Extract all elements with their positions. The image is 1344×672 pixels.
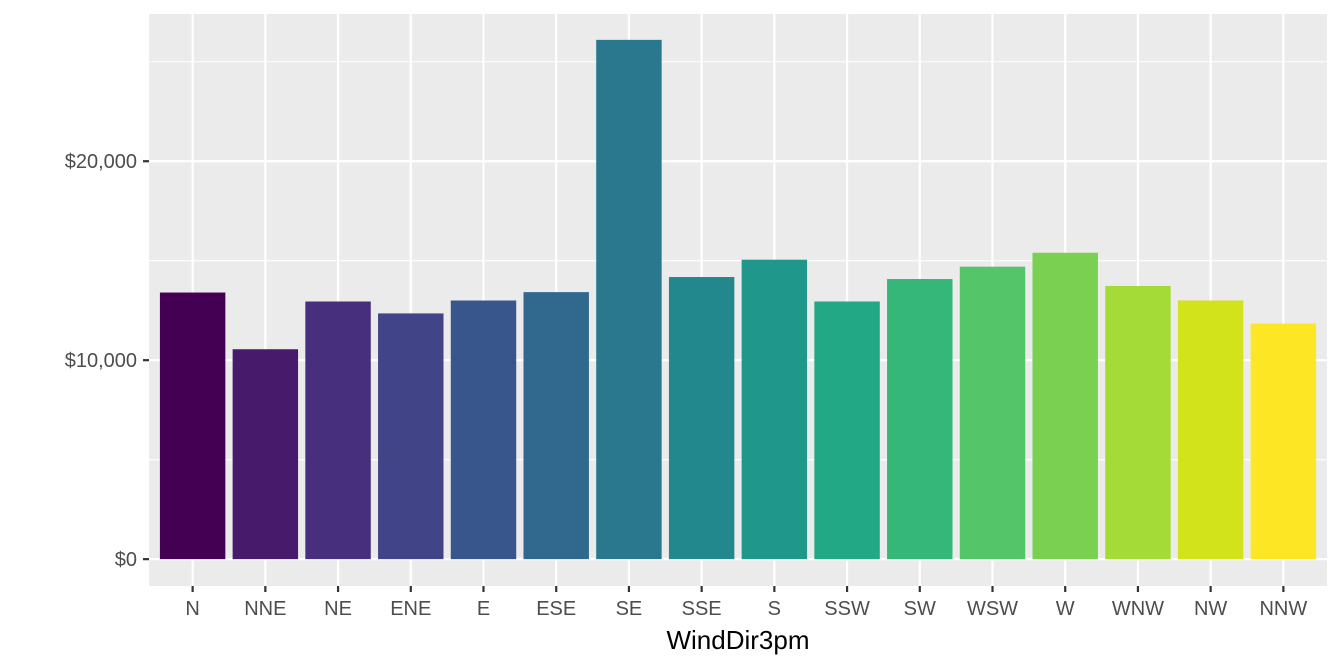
bar-ne	[305, 301, 371, 560]
x-tick-label: W	[1056, 598, 1075, 620]
bar-se	[596, 39, 662, 560]
bar-sw	[887, 279, 953, 560]
x-tick-label: WSW	[967, 598, 1018, 620]
x-tick-label: SW	[904, 598, 936, 620]
x-tick-label: E	[477, 598, 490, 620]
y-tick-label: $0	[115, 549, 137, 571]
x-tick-label: WNW	[1112, 598, 1164, 620]
y-tick-label: $20,000	[65, 151, 137, 173]
bar-wnw	[1105, 285, 1171, 560]
bar-ese	[523, 292, 589, 560]
bar-ssw	[814, 301, 880, 560]
bar-w	[1032, 252, 1098, 560]
x-tick-label: NE	[324, 598, 352, 620]
x-tick-label: NNW	[1259, 598, 1307, 620]
x-axis-title: WindDir3pm	[666, 625, 809, 655]
bar-ene	[378, 313, 444, 560]
bar-n	[159, 292, 226, 560]
x-axis: N NNE NE ENE E ESE SE SSE S SSW SW WSW W WNW NW NNW	[185, 586, 1307, 620]
y-tick-label: $10,000	[65, 350, 137, 372]
x-tick-label: NNE	[244, 598, 286, 620]
bars	[159, 39, 1317, 560]
x-tick-label: N	[185, 598, 199, 620]
x-tick-label: ESE	[536, 598, 576, 620]
bar-nne	[232, 349, 299, 560]
x-tick-label: SSE	[682, 598, 722, 620]
x-tick-label: S	[768, 598, 781, 620]
bar-nnw	[1250, 323, 1317, 560]
y-axis: $0 $10,000 $20,000	[65, 151, 149, 571]
bar-e	[450, 300, 517, 560]
x-tick-label: NW	[1194, 598, 1227, 620]
x-tick-label: SSW	[824, 598, 870, 620]
bar-wsw	[959, 266, 1026, 560]
bar-nw	[1177, 300, 1244, 560]
bar-sse	[668, 277, 735, 560]
x-tick-label: ENE	[390, 598, 431, 620]
x-tick-label: SE	[616, 598, 643, 620]
bar-s	[741, 259, 808, 560]
